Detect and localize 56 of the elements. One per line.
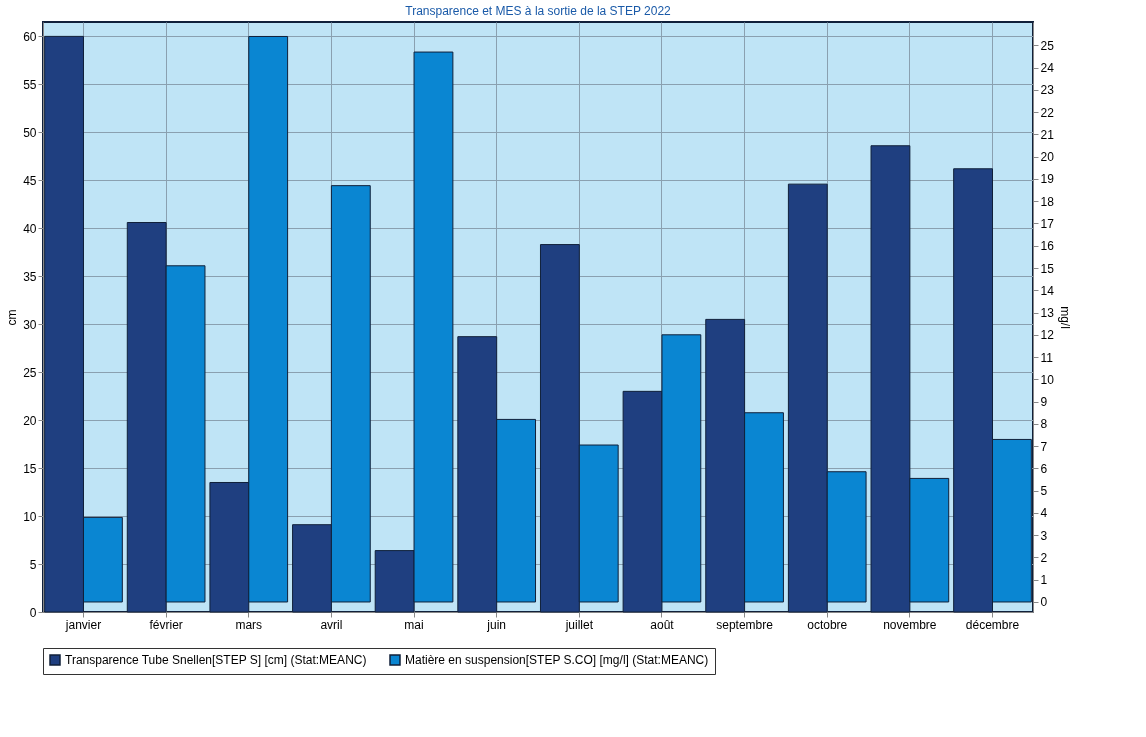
x-tick-label: septembre — [716, 617, 774, 632]
y-tick-label: 55 — [23, 77, 37, 92]
y2-tick-label: 19 — [1040, 172, 1055, 187]
y2-tick-label: 9 — [1040, 395, 1048, 410]
y2-tick-label: 10 — [1040, 372, 1055, 387]
legend-label: Transparence Tube Snellen[STEP S] [cm] (Stat:MEANC) — [65, 653, 367, 667]
y-tick-label: 0 — [29, 605, 37, 620]
y2-tick-label: 12 — [1040, 328, 1055, 343]
legend-label: Matière en suspension[STEP S.CO] [mg/l] (Stat:MEANC) — [405, 653, 709, 667]
x-tick-label: octobre — [807, 617, 848, 632]
x-tick-label: avril — [320, 617, 343, 632]
x-tick-label: décembre — [965, 617, 1020, 632]
y2-tick-label: 6 — [1040, 461, 1048, 476]
x-tick-label: juin — [486, 617, 507, 632]
y2-tick-label: 1 — [1040, 573, 1048, 588]
x-tick-label: juillet — [564, 617, 594, 632]
y-tick-label: 20 — [23, 413, 37, 428]
y2-tick-label: 17 — [1040, 216, 1055, 231]
x-tick-label: janvier — [64, 617, 102, 632]
y2-tick-label: 22 — [1040, 105, 1055, 120]
x-tick-label: mars — [235, 617, 263, 632]
chart-title: Transparence et MES à la sortie de la STEP 2022 — [405, 4, 672, 18]
x-tick-label: mai — [404, 617, 424, 632]
y2-tick-label: 23 — [1040, 83, 1055, 98]
x-tick-label: août — [650, 617, 675, 632]
y-tick-label: 45 — [23, 173, 37, 188]
y2-tick-label: 8 — [1040, 417, 1048, 432]
y2-tick-label: 21 — [1040, 127, 1055, 142]
y-tick-label: 60 — [23, 29, 37, 44]
y-axis-title: cm — [5, 309, 20, 326]
y-tick-label: 5 — [29, 557, 37, 572]
y2-tick-label: 11 — [1040, 350, 1054, 365]
y2-axis-title: mg/l — [1057, 306, 1072, 329]
y-tick-label: 40 — [23, 221, 37, 236]
y2-tick-label: 13 — [1040, 306, 1055, 321]
y2-tick-label: 25 — [1040, 38, 1055, 53]
y-tick-label: 25 — [23, 365, 37, 380]
y2-tick-label: 4 — [1040, 506, 1048, 521]
y-tick-label: 10 — [23, 509, 37, 524]
y2-tick-label: 0 — [1040, 595, 1048, 610]
y-tick-label: 50 — [23, 125, 37, 140]
x-tick-label: novembre — [883, 617, 937, 632]
y2-tick-label: 15 — [1040, 261, 1055, 276]
y2-tick-label: 3 — [1040, 528, 1048, 543]
y2-tick-label: 24 — [1040, 61, 1055, 76]
y2-tick-label: 18 — [1040, 194, 1055, 209]
y2-tick-label: 14 — [1040, 283, 1055, 298]
y-tick-label: 30 — [23, 317, 37, 332]
y2-tick-label: 7 — [1040, 439, 1048, 454]
y2-tick-label: 5 — [1040, 484, 1048, 499]
x-tick-label: février — [149, 617, 183, 632]
y2-tick-label: 2 — [1040, 550, 1048, 565]
y2-tick-label: 20 — [1040, 150, 1055, 165]
y-tick-label: 35 — [23, 269, 37, 284]
y2-tick-label: 16 — [1040, 239, 1055, 254]
y-tick-label: 15 — [23, 461, 37, 476]
